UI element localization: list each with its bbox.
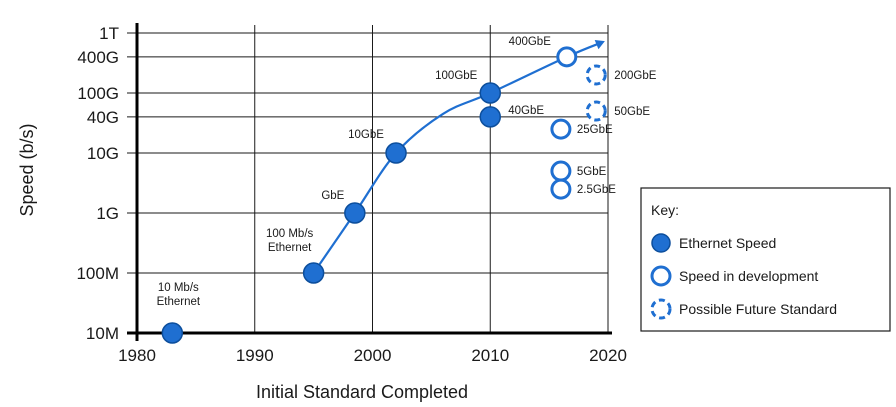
data-point — [585, 100, 607, 122]
y-tick-label: 10G — [87, 144, 119, 163]
y-tick-label: 100G — [77, 84, 119, 103]
data-point — [550, 118, 572, 140]
data-label: 100GbE — [435, 70, 478, 82]
y-tick-label: 400G — [77, 48, 119, 67]
legend-box — [640, 187, 891, 332]
legend-marker — [650, 298, 672, 320]
data-label: 400GbE — [509, 36, 552, 48]
data-label: 40GbE — [508, 105, 544, 117]
data-label: 5GbE — [577, 166, 607, 178]
y-tick-label: 10M — [86, 324, 119, 343]
x-axis-title: Initial Standard Completed — [256, 382, 468, 402]
x-tick-label: 2020 — [589, 346, 627, 365]
data-point — [161, 322, 184, 344]
data-point — [344, 202, 366, 224]
data-label: GbE — [321, 190, 344, 202]
data-point — [302, 262, 325, 284]
data-point — [385, 142, 407, 164]
legend-marker — [651, 233, 671, 253]
y-tick-label: 40G — [87, 108, 119, 127]
legend: Key: Ethernet Speed Speed in development Po… — [640, 187, 891, 332]
legend-entry-label: Ethernet Speed — [679, 235, 776, 251]
data-point — [479, 106, 501, 128]
y-tick-label: 1G — [96, 204, 119, 223]
x-tick-label: 1990 — [236, 346, 274, 365]
y-tick-label: 100M — [76, 264, 119, 283]
data-point — [585, 64, 607, 86]
data-point — [556, 46, 578, 68]
legend-title: Key: — [651, 202, 679, 218]
x-tick-label: 1980 — [118, 346, 156, 365]
data-point — [550, 178, 572, 200]
x-tick-label: 2010 — [471, 346, 509, 365]
legend-marker — [650, 265, 672, 287]
data-labels: 10 Mb/s Ethernet 100 Mb/s Ethernet GbE 10GbE 1… — [157, 36, 657, 308]
data-label: 10GbE — [348, 129, 384, 141]
legend-entry-label: Possible Future Standard — [679, 301, 837, 317]
legend-entry-label: Speed in development — [679, 268, 818, 284]
x-tick-label: 2000 — [354, 346, 392, 365]
trend-arrowhead — [594, 39, 605, 50]
data-point — [479, 82, 501, 104]
data-label: 2.5GbE — [577, 184, 616, 196]
data-label: 25GbE — [577, 124, 613, 136]
data-label: Ethernet — [268, 242, 312, 254]
y-tick-label: 1T — [99, 24, 119, 43]
data-label: 50GbE — [614, 106, 650, 118]
data-label: 200GbE — [614, 70, 657, 82]
data-label: 100 Mb/s — [266, 228, 314, 240]
data-point — [550, 160, 572, 182]
data-points — [161, 46, 607, 344]
data-label: Ethernet — [157, 296, 201, 308]
y-axis-title: Speed (b/s) — [17, 123, 37, 216]
data-label: 10 Mb/s — [158, 282, 199, 294]
axes: 1980 1990 2000 2010 2020 10M 100M 1G 10G 40G 100G 4… — [76, 23, 627, 365]
